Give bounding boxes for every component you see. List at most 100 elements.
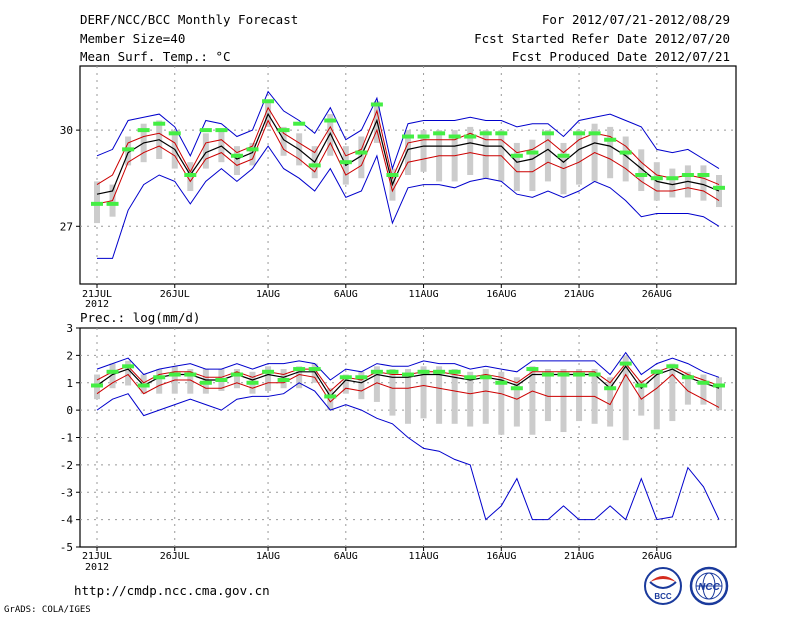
temp-series-pctl-low (96, 119, 720, 205)
temp-range-bar (327, 114, 334, 156)
prec-obs-marker (681, 375, 694, 380)
bcc-logo: BCC (644, 567, 682, 605)
temp-obs-marker (402, 134, 414, 139)
temp-range-bar (420, 130, 427, 172)
temp-obs-marker (495, 131, 508, 136)
temp-range-bar (529, 139, 536, 192)
temp-obs-marker (557, 153, 570, 158)
prec-range-bar (125, 360, 132, 386)
temp-range-bar (358, 136, 365, 179)
prec-x-tick-label: 21JUL (82, 551, 112, 562)
temp-obs-marker (230, 153, 243, 158)
prec-panel-title: Prec.: log(mm/d) (80, 310, 200, 325)
temp-x-tick-label: 11AUG (408, 289, 438, 300)
prec-range-bar (700, 374, 707, 405)
prec-obs-marker (433, 369, 446, 374)
temp-obs-marker (541, 131, 554, 136)
prec-obs-marker (277, 378, 290, 383)
temp-range-bar (576, 130, 583, 185)
prec-range-bar (576, 369, 583, 422)
temp-obs-marker (324, 118, 337, 123)
prec-range-bar (405, 369, 411, 424)
temp-obs-marker (526, 150, 539, 155)
prec-range-bar (327, 388, 334, 411)
prec-series-min (96, 382, 720, 521)
temp-obs-marker (122, 147, 135, 152)
prec-range-bar (653, 369, 660, 430)
prec-obs-marker (91, 383, 103, 388)
temp-range-bar (622, 136, 629, 182)
prec-obs-marker (137, 383, 150, 388)
grads-credit: GrADS: COLA/IGES (4, 605, 91, 615)
prec-y-tick-label: -5 (60, 541, 73, 554)
prec-obs-marker (324, 394, 337, 399)
variable-label: Mean Surf. Temp.: °C (80, 49, 231, 64)
forecast-produced-date: Fcst Produced Date 2012/07/21 (511, 49, 730, 64)
prec-obs-marker (402, 372, 414, 377)
prec-obs-marker (635, 383, 648, 388)
ncc-logo: NCC (689, 566, 729, 606)
temp-obs-marker (681, 173, 694, 177)
prec-y-tick-label: -1 (60, 432, 73, 445)
temp-plot-frame (79, 65, 737, 285)
source-url[interactable]: http://cmdp.ncc.cma.gov.cn (74, 583, 270, 598)
prec-obs-marker (510, 386, 523, 391)
prec-y-tick-label: -2 (60, 459, 73, 472)
prec-range-bar (311, 363, 318, 383)
prec-obs-marker (697, 380, 710, 385)
temp-obs-marker (433, 131, 446, 136)
temp-series-max (96, 90, 720, 171)
prec-range-bar (482, 369, 489, 424)
temp-obs-marker (635, 173, 648, 177)
prec-x-tick-label: 6AUG (334, 551, 358, 562)
prec-obs-marker (464, 375, 477, 380)
temp-obs-marker (448, 134, 461, 139)
prec-range-bar (265, 366, 272, 391)
temp-obs-marker (479, 131, 492, 136)
prec-x-tick-label: 26AUG (642, 551, 672, 562)
temp-obs-marker (277, 128, 290, 133)
prec-obs-marker (215, 378, 228, 383)
prec-range-bar (109, 363, 116, 389)
prec-series-max (96, 351, 720, 381)
prec-obs-marker (106, 369, 119, 374)
temp-x-year-label: 2012 (85, 299, 109, 310)
prec-obs-marker (417, 369, 430, 374)
prec-obs-marker (573, 372, 586, 377)
temp-obs-marker (370, 102, 383, 107)
forecast-start-date: Fcst Started Refer Date 2012/07/20 (474, 31, 730, 46)
prec-x-tick-label: 1AUG (256, 551, 280, 562)
temp-obs-marker (339, 160, 352, 165)
temp-obs-marker (464, 134, 477, 139)
prec-range-bar (529, 366, 536, 435)
temp-range-bar (716, 175, 722, 208)
prec-range-bar (467, 371, 474, 427)
prec-obs-marker (370, 369, 383, 374)
temp-obs-marker (215, 128, 228, 133)
temp-x-tick-label: 21JUL (82, 289, 112, 300)
prec-obs-marker (448, 369, 461, 374)
temp-obs-marker (355, 150, 368, 155)
temp-obs-marker (106, 201, 119, 206)
prec-range-bar (716, 377, 722, 411)
temp-obs-marker (153, 121, 166, 126)
prec-obs-marker (308, 367, 321, 372)
temp-obs-marker (137, 128, 150, 133)
prec-range-bar (420, 366, 427, 419)
prec-obs-marker (557, 372, 570, 377)
prec-obs-marker (355, 375, 368, 380)
prec-x-tick-label: 21AUG (564, 551, 594, 562)
prec-obs-marker (168, 372, 181, 377)
temp-range-bar (467, 126, 474, 175)
temp-obs-marker (588, 131, 601, 136)
temp-range-bar (233, 146, 240, 175)
temp-obs-marker (91, 201, 103, 206)
prec-range-bar (669, 363, 676, 422)
temp-obs-marker (417, 134, 430, 139)
prec-obs-marker (541, 372, 554, 377)
prec-obs-marker (619, 361, 632, 366)
prec-obs-marker (479, 375, 492, 380)
prec-x-tick-label: 11AUG (408, 551, 438, 562)
temp-x-tick-label: 26JUL (160, 289, 190, 300)
